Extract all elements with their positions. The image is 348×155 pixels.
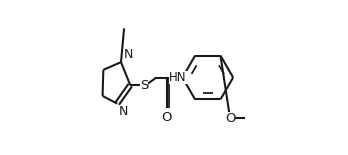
Text: N: N: [124, 48, 133, 61]
Text: methyl: methyl: [125, 23, 130, 24]
Text: S: S: [140, 79, 148, 92]
Text: HN: HN: [169, 71, 187, 84]
Text: N: N: [119, 105, 128, 118]
Text: O: O: [225, 112, 235, 125]
Text: O: O: [161, 111, 172, 124]
